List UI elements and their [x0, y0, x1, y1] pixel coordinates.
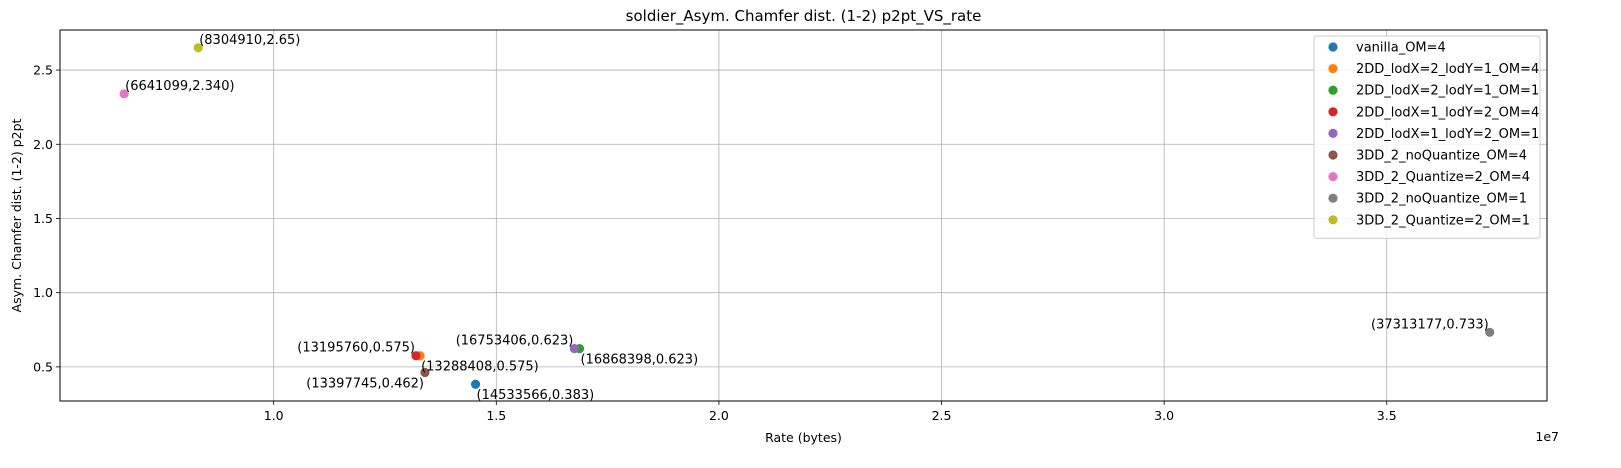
- x-axis-label: Rate (bytes): [765, 430, 842, 445]
- data-point: [420, 367, 430, 378]
- point-annotation: (16753406,0.623): [456, 334, 574, 349]
- point-annotation: (13288408,0.575): [421, 360, 539, 375]
- legend-marker: [1328, 42, 1338, 52]
- y-tick-label: 0.5: [33, 359, 53, 374]
- legend-marker: [1328, 85, 1338, 95]
- point-annotation: (14533566,0.383): [477, 388, 595, 403]
- data-point: [470, 379, 481, 389]
- y-tick-label: 2.0: [33, 137, 53, 152]
- y-tick-label: 1.5: [33, 211, 53, 226]
- legend-entry-label: 3DD_2_Quantize=2_OM=4: [1356, 170, 1530, 185]
- point-annotation: (37313177,0.733): [1371, 317, 1489, 332]
- legend-entry-label: 2DD_lodX=1_lodY=2_OM=1: [1356, 127, 1539, 142]
- point-annotation: (8304910,2.65): [199, 33, 300, 48]
- legend-entry-label: 2DD_lodX=1_lodY=2_OM=4: [1356, 105, 1539, 120]
- y-axis-label: Asym. Chamfer dist. (1-2) p2pt: [9, 118, 24, 312]
- x-tick-label: 1.0: [264, 408, 284, 423]
- x-tick-label: 3.0: [1154, 408, 1174, 423]
- legend: vanilla_OM=4 2DD_lodX=2_lodY=1_OM=4 2DD_lo…: [1313, 35, 1541, 239]
- legend-marker: [1328, 107, 1338, 117]
- point-annotation: (13397745,0.462): [306, 377, 424, 392]
- data-point: [569, 344, 579, 354]
- data-point: [1485, 327, 1495, 337]
- plot-area-frame: [59, 29, 1548, 402]
- legend-marker: [1328, 215, 1338, 225]
- chart-title: soldier_Asym. Chamfer dist. (1-2) p2pt_V…: [626, 7, 982, 26]
- y-tick-label: 1.0: [33, 285, 53, 300]
- x-tick-label: 2.5: [932, 408, 952, 423]
- data-point: [119, 89, 129, 99]
- legend-entry-label: 3DD_2_noQuantize_OM=4: [1356, 149, 1527, 164]
- legend-marker: [1328, 172, 1338, 182]
- legend-marker: [1328, 64, 1338, 74]
- legend-entry-label: 2DD_lodX=2_lodY=1_OM=4: [1356, 62, 1539, 77]
- point-annotations: (14533566,0.383) (13288408,0.575) (1686839…: [125, 33, 1489, 403]
- legend-entry-label: vanilla_OM=4: [1356, 41, 1446, 56]
- point-annotation: (6641099,2.340): [125, 79, 234, 94]
- legend-marker: [1328, 193, 1338, 203]
- legend-entry-label: 3DD_2_Quantize=2_OM=1: [1356, 213, 1530, 228]
- point-annotation: (13195760,0.575): [297, 341, 415, 356]
- legend-frame: [1313, 35, 1541, 239]
- x-tick-label: 1.5: [486, 408, 506, 423]
- point-annotation: (16868398,0.623): [580, 353, 698, 368]
- legend-marker: [1328, 150, 1338, 160]
- x-axis-offset-label: 1e7: [1535, 429, 1559, 444]
- data-point: [193, 43, 203, 53]
- legend-marker: [1328, 128, 1338, 138]
- legend-entry-label: 3DD_2_noQuantize_OM=1: [1356, 192, 1527, 207]
- axis-ticks: 1.0 1.5 2.0 2.5 3.0 3.5 0.5 1.0 1.5 2.0 2.5: [33, 63, 1397, 423]
- data-point: [411, 351, 421, 361]
- y-tick-label: 2.5: [33, 63, 53, 78]
- x-tick-label: 2.0: [709, 408, 729, 423]
- legend-entry-label: 2DD_lodX=2_lodY=1_OM=1: [1356, 84, 1539, 99]
- data-points: [119, 43, 1495, 389]
- x-tick-label: 3.5: [1377, 408, 1397, 423]
